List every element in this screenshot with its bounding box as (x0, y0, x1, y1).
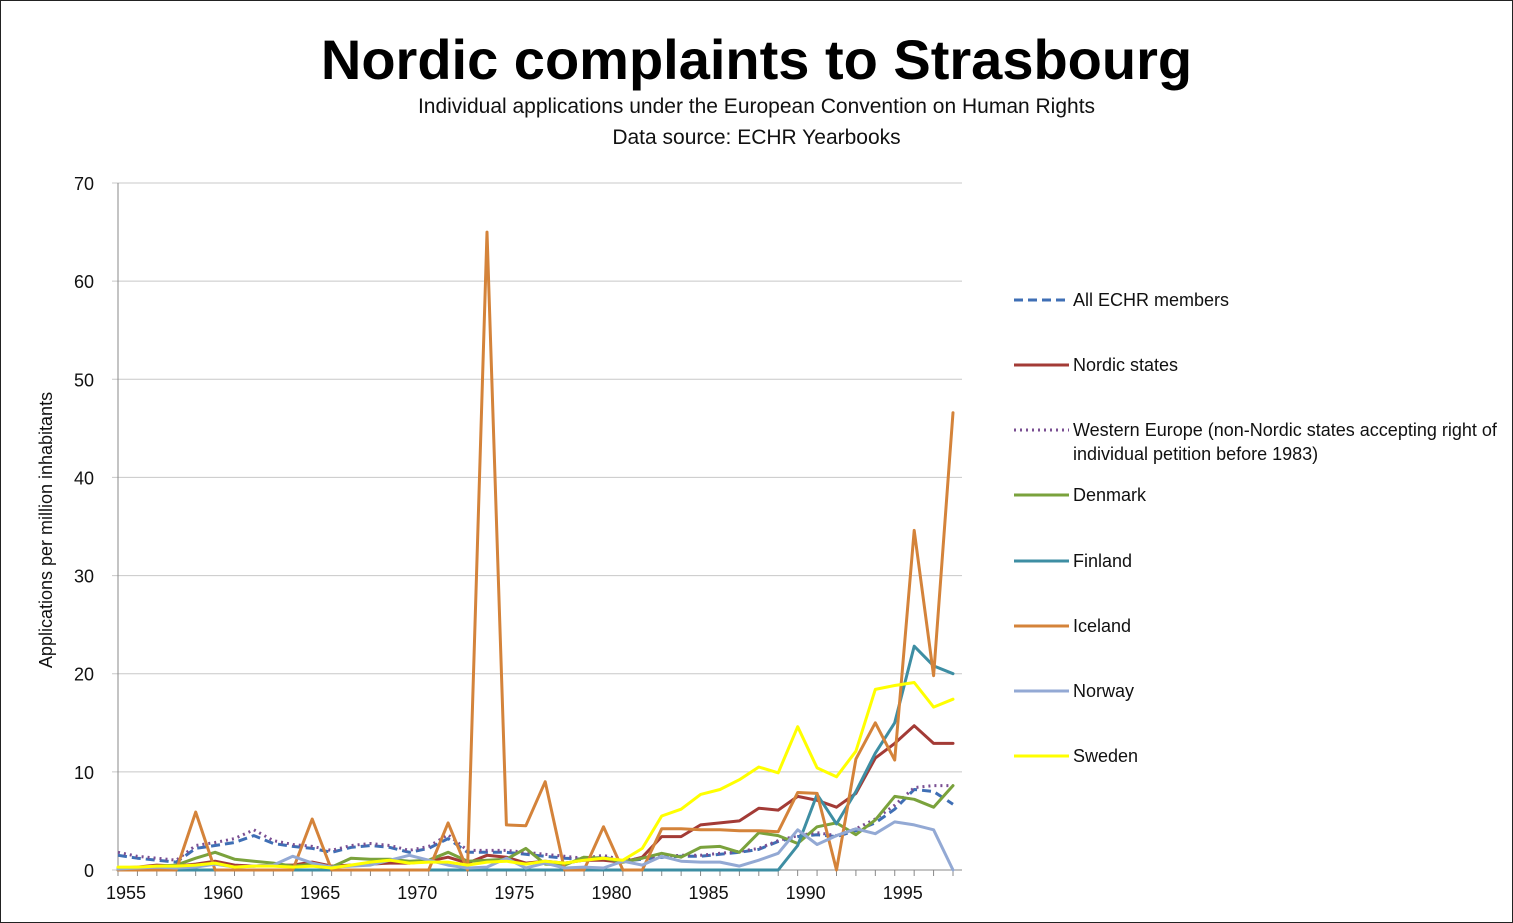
legend-label: Iceland (1073, 616, 1132, 636)
x-tick-label: 1980 (591, 883, 631, 903)
y-axis-label: Applications per million inhabitants (36, 392, 56, 668)
y-tick-label: 10 (74, 763, 94, 783)
series-line-denmark (116, 784, 955, 870)
y-tick-label: 70 (74, 174, 94, 194)
x-tick-label: 1960 (203, 883, 243, 903)
legend-label: Sweden (1073, 746, 1139, 766)
grid-lines (112, 182, 962, 871)
legend-swatch (1014, 559, 1069, 563)
series-line-nordic-states (116, 724, 955, 870)
legend-swatch (1014, 624, 1069, 628)
y-tick-label: 0 (84, 861, 94, 881)
legend-swatch (1014, 298, 1069, 302)
x-tick-label: 1995 (883, 883, 923, 903)
legend-swatch (1014, 493, 1069, 497)
legend-swatch (1014, 754, 1069, 758)
legend-swatch (1014, 363, 1069, 367)
x-tick-label: 1990 (786, 883, 826, 903)
chart-subtitle: Individual applications under the Europe… (417, 95, 1096, 118)
x-tick-label: 1975 (494, 883, 534, 903)
x-tick-label: 1970 (397, 883, 437, 903)
series-layer (116, 230, 955, 872)
x-tick-label: 1955 (106, 883, 146, 903)
y-tick-label: 50 (74, 370, 94, 390)
legend-label: All ECHR members (1073, 290, 1230, 310)
legend-swatch (1014, 689, 1069, 693)
tick-labels: 0 10 20 30 40 50 60 70 1955 1960 1965 1970 1975 1980 1… (74, 174, 923, 903)
chart-source: Data source: ECHR Yearbooks (612, 126, 901, 149)
x-tick-label: 1965 (300, 883, 340, 903)
legend-label: Nordic states (1073, 355, 1179, 375)
y-tick-label: 60 (74, 272, 94, 292)
y-tick-label: 20 (74, 665, 94, 685)
legend-label: Norway (1073, 681, 1135, 701)
x-tick-label: 1985 (689, 883, 729, 903)
series-line-western-europe-non-nordi (117, 784, 953, 862)
legend-label: Finland (1073, 551, 1133, 571)
series-line-iceland (116, 230, 955, 872)
series-line-sweden (116, 681, 955, 870)
legend-label: Western Europe (non-Nordic states accept… (1073, 420, 1497, 464)
y-tick-label: 40 (74, 468, 94, 488)
chart-title: Nordic complaints to Strasbourg (320, 28, 1193, 91)
legend-swatch (1014, 428, 1069, 432)
legend-label: Denmark (1073, 485, 1147, 505)
y-tick-label: 30 (74, 567, 94, 587)
